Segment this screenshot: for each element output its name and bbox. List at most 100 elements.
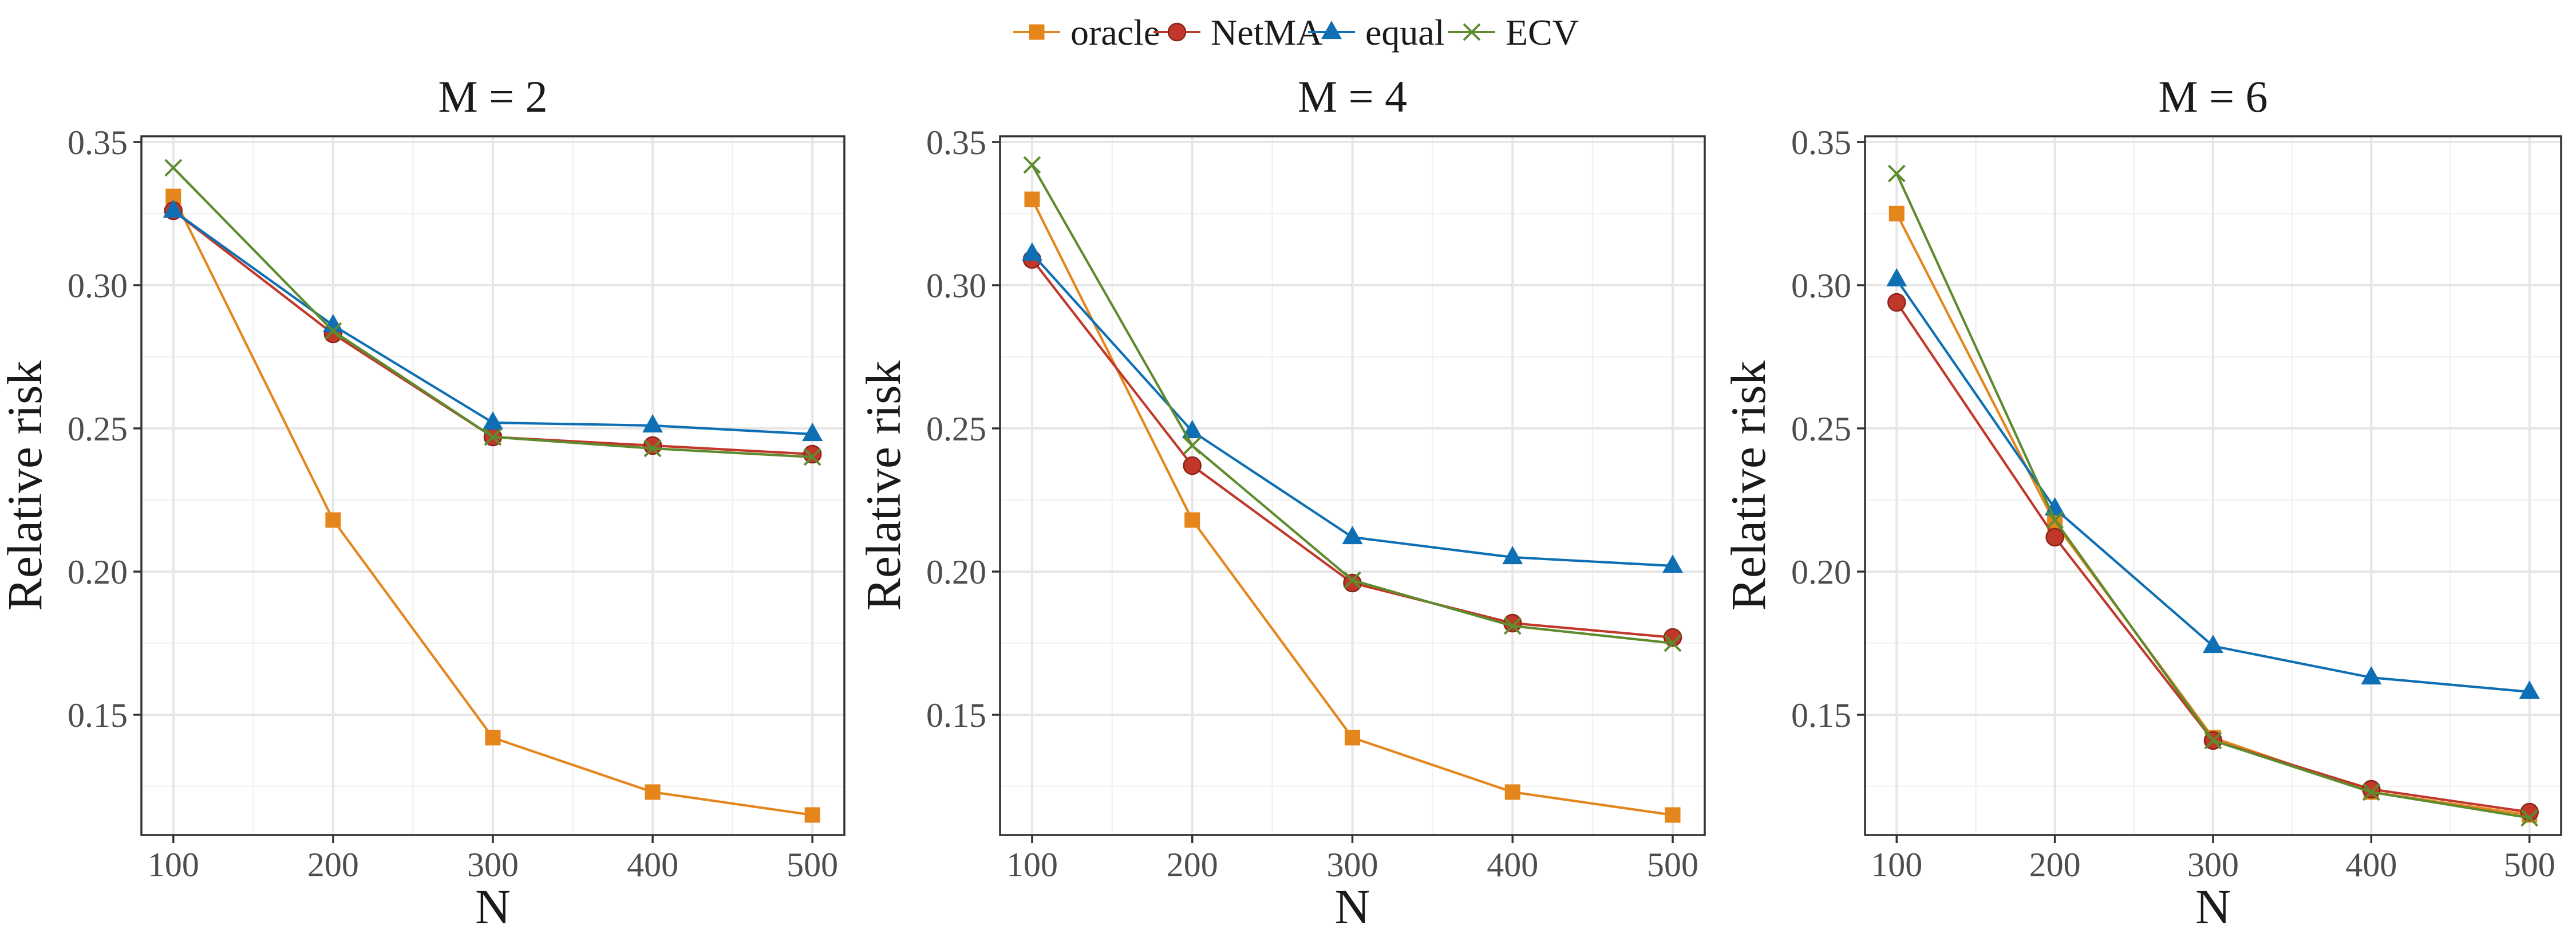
data-point-ECV: [1183, 436, 1202, 455]
legend-label-NetMA: NetMA: [1211, 12, 1323, 53]
y-tick-label: 0.15: [1791, 696, 1851, 734]
legend-marker-ECV: [1463, 23, 1481, 41]
y-tick-label: 0.30: [68, 267, 128, 305]
y-tick-label: 0.30: [926, 267, 986, 305]
legend-label-oracle: oracle: [1070, 12, 1160, 53]
x-tick-label: 100: [1006, 846, 1058, 884]
data-point-oracle: [1504, 784, 1520, 800]
legend-marker-equal: [1321, 21, 1342, 40]
x-tick-label: 400: [1487, 846, 1538, 884]
series-ECV: [164, 159, 821, 466]
data-point-ECV: [324, 322, 342, 340]
x-tick-label: 500: [1647, 846, 1698, 884]
x-tick-label: 200: [1167, 846, 1218, 884]
y-tick-label: 0.15: [68, 696, 128, 734]
data-point-equal: [1021, 242, 1042, 261]
y-tick-label: 0.35: [926, 124, 986, 162]
legend-label-equal: equal: [1365, 12, 1445, 53]
data-point-equal: [2519, 680, 2540, 699]
x-tick-label: 200: [2029, 846, 2081, 884]
x-tick-label: 400: [627, 846, 678, 884]
data-point-equal: [1502, 546, 1523, 565]
legend: oracle NetMA equal ECV: [1013, 12, 1579, 53]
series-oracle: [165, 188, 820, 823]
data-point-ECV: [164, 159, 183, 177]
x-tick-label: 400: [2345, 846, 2397, 884]
data-point-oracle: [645, 784, 661, 800]
panel-title: M = 6: [2158, 72, 2267, 121]
data-point-ECV: [1664, 634, 1682, 652]
data-point-ECV: [2046, 511, 2064, 529]
data-point-oracle: [804, 807, 820, 823]
y-tick-label: 0.35: [1791, 124, 1851, 162]
x-tick-label: 500: [787, 846, 838, 884]
data-point-oracle: [1665, 807, 1681, 823]
y-tick-label: 0.25: [68, 410, 128, 448]
series-ECV: [1887, 164, 2539, 827]
data-point-ECV: [803, 448, 821, 466]
data-point-equal: [1662, 554, 1684, 573]
y-axis-label: Relative risk: [0, 360, 52, 611]
gridlines: [141, 136, 844, 835]
x-axis-label: N: [2195, 879, 2231, 934]
data-point-ECV: [1503, 617, 1522, 635]
data-point-oracle: [325, 512, 341, 528]
panel-2: 100 200 300 400 500 0.15 0.20 0.25 0.30 0.35 M = 4…: [856, 72, 1706, 934]
x-tick-label: 200: [307, 846, 359, 884]
data-point-NetMA: [2045, 527, 2064, 547]
y-tick-label: 0.20: [68, 553, 128, 591]
data-point-ECV: [2362, 783, 2380, 801]
data-point-equal: [802, 423, 823, 442]
data-point-equal: [2203, 635, 2223, 653]
y-tick-label: 0.25: [1791, 410, 1851, 448]
legend-marker-NetMA: [1167, 22, 1187, 42]
x-tick-label: 500: [2504, 846, 2555, 884]
data-point-ECV: [2520, 809, 2539, 827]
y-tick-label: 0.35: [68, 124, 128, 162]
legend-item-oracle: oracle: [1013, 12, 1160, 53]
x-axis-label: N: [475, 879, 511, 934]
data-point-ECV: [1023, 156, 1041, 174]
x-axis-label: N: [1334, 879, 1370, 934]
data-point-oracle: [1024, 191, 1040, 207]
legend-item-equal: equal: [1308, 12, 1445, 53]
panel-title: M = 4: [1298, 72, 1407, 121]
x-tick-label: 300: [2187, 846, 2239, 884]
legend-item-ECV: ECV: [1448, 12, 1579, 53]
data-point-NetMA: [643, 436, 662, 455]
x-tick-label: 300: [1327, 846, 1378, 884]
panel-1: 100 200 300 400 500 0.15 0.20 0.25 0.30 0.35 M = 2…: [0, 72, 846, 934]
data-point-equal: [642, 414, 663, 433]
data-point-ECV: [484, 428, 502, 446]
series-ECV: [1023, 156, 1682, 652]
data-point-oracle: [485, 730, 501, 746]
data-point-ECV: [1887, 164, 1906, 183]
data-point-ECV: [2204, 731, 2222, 750]
legend-marker-oracle: [1029, 24, 1045, 40]
x-tick-label: 100: [1871, 846, 1922, 884]
x-tick-label: 300: [467, 846, 519, 884]
legend-item-NetMA: NetMA: [1153, 12, 1323, 53]
data-point-oracle: [1345, 730, 1360, 746]
data-point-equal: [1342, 526, 1363, 545]
data-point-equal: [2361, 666, 2382, 685]
data-point-ECV: [643, 439, 662, 458]
data-point-equal: [322, 314, 343, 333]
data-point-NetMA: [803, 444, 822, 464]
data-point-equal: [1182, 420, 1203, 439]
panel-title: M = 2: [438, 72, 547, 121]
y-tick-label: 0.25: [926, 410, 986, 448]
data-point-NetMA: [1183, 456, 1202, 475]
y-tick-label: 0.20: [926, 553, 986, 591]
legend-label-ECV: ECV: [1506, 12, 1579, 53]
data-point-oracle: [1888, 206, 1905, 222]
y-axis-label: Relative risk: [1721, 360, 1776, 611]
y-axis-label: Relative risk: [856, 360, 911, 611]
series-equal: [163, 199, 823, 442]
data-point-equal: [163, 199, 184, 218]
series-oracle: [1024, 191, 1681, 823]
data-point-ECV: [1344, 571, 1361, 589]
panel-3: 100 200 300 400 500 0.15 0.20 0.25 0.30 0.35 M = 6…: [1721, 72, 2562, 934]
y-tick-label: 0.15: [926, 696, 986, 734]
